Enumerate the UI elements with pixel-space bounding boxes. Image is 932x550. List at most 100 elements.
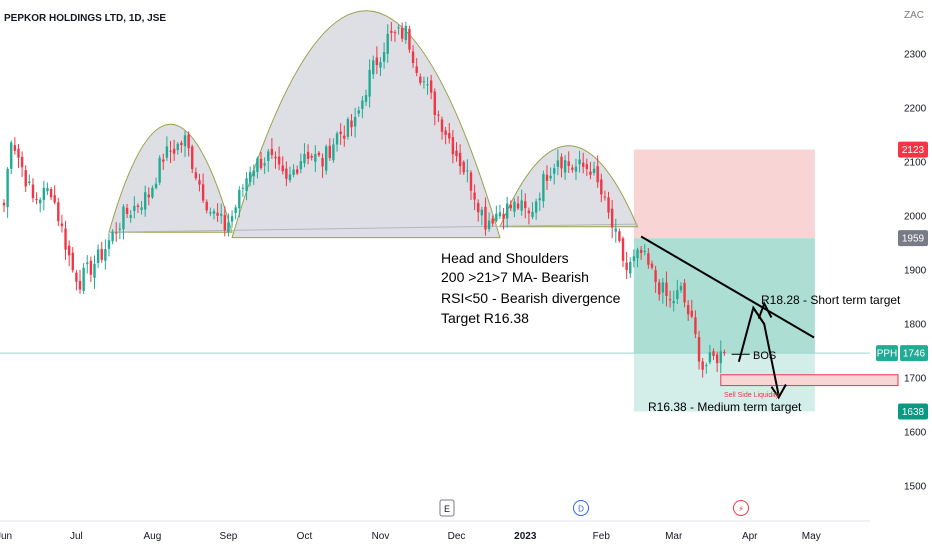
candle-body — [401, 27, 404, 39]
candle-body — [172, 148, 176, 154]
price-tick-label: 2300 — [904, 50, 927, 61]
candle-body — [248, 171, 252, 183]
candle-body — [165, 146, 169, 158]
candle-body — [448, 133, 451, 139]
candle-body — [274, 156, 277, 159]
candle-body — [115, 232, 118, 234]
candle-body — [466, 170, 469, 172]
price-tag-label: 1638 — [902, 407, 925, 418]
candle-body — [162, 159, 165, 162]
candle-body — [607, 197, 610, 213]
price-tick-label: 1600 — [904, 428, 927, 439]
price-tag-label: 2123 — [902, 145, 925, 156]
time-axis[interactable]: Jun Jul Aug Sep Oct Nov Dec 2023 Feb Mar Apr May — [0, 531, 821, 542]
neckline — [108, 223, 638, 233]
candle-body — [299, 161, 303, 170]
candle-body — [111, 231, 114, 242]
candle-body — [281, 165, 284, 172]
candle-body — [230, 216, 234, 222]
candle-body — [571, 167, 574, 170]
candle-body — [245, 178, 248, 192]
candle-body — [516, 203, 520, 209]
candle-body — [574, 166, 578, 172]
candle-body — [679, 286, 683, 291]
candle-body — [104, 249, 107, 261]
split-marker[interactable]: ⚡ — [733, 500, 749, 516]
price-tick-label: 1800 — [904, 320, 927, 331]
candle-body — [306, 152, 310, 159]
candle-body — [234, 207, 237, 213]
candle-body — [553, 168, 556, 174]
candle-body — [647, 253, 650, 265]
candle-body — [346, 118, 350, 137]
candle-body — [458, 152, 462, 167]
candle-body — [697, 337, 701, 362]
candle-body — [24, 170, 27, 187]
candle-body — [194, 172, 198, 179]
candle-body — [625, 262, 628, 271]
candle-body — [549, 175, 552, 179]
time-tick-label: Jun — [0, 531, 12, 542]
candle-body — [375, 57, 379, 66]
candle-body — [350, 120, 353, 128]
candle-body — [169, 150, 172, 152]
projection-arrowhead-down — [770, 383, 787, 400]
earnings-marker[interactable]: E — [439, 499, 455, 517]
price-axis[interactable]: 1500 1600 1700 1800 1900 2000 2100 2200 2300 — [904, 50, 927, 493]
candle-body — [701, 361, 704, 370]
candle-body — [183, 135, 187, 147]
liquidity-zone — [720, 374, 899, 387]
dividend-marker[interactable]: D — [573, 500, 589, 516]
candle-body — [89, 260, 93, 275]
symbol-tag-label: PPH — [877, 349, 898, 360]
candle-body — [455, 150, 458, 157]
candle-body — [386, 33, 389, 54]
left-shoulder — [108, 123, 233, 233]
candle-body — [705, 365, 708, 367]
candle-body — [256, 158, 259, 172]
dividend-icon — [573, 500, 589, 516]
candle-body — [639, 249, 643, 253]
candle-body — [57, 202, 60, 222]
candle-body — [292, 169, 295, 175]
candle-body — [487, 220, 491, 230]
candle-body — [397, 27, 400, 29]
right-shoulder — [499, 145, 639, 228]
price-tag-label: 1959 — [902, 234, 925, 245]
candle-body — [433, 91, 436, 115]
candle-body — [524, 201, 527, 209]
candle-body — [125, 207, 129, 214]
candle-body — [324, 146, 328, 171]
time-tick-label: Feb — [593, 531, 611, 542]
candle-body — [408, 28, 411, 50]
candle-body — [53, 195, 56, 203]
candle-body — [39, 199, 42, 204]
candle-body — [498, 212, 502, 217]
candle-body — [393, 32, 397, 34]
descending-trendline — [640, 235, 815, 339]
candle-body — [451, 137, 455, 155]
candle-body — [332, 144, 335, 161]
candle-body — [220, 213, 223, 216]
chart-title: PEPKOR HOLDINGS LTD, 1D, JSE — [4, 13, 166, 24]
candle-body — [469, 172, 473, 191]
candle-body — [683, 282, 686, 303]
candle-body — [353, 116, 357, 127]
candle-body — [429, 80, 433, 93]
candle-body — [151, 187, 154, 198]
price-tags: 2123 1959 1638 PPH 1746 — [876, 141, 928, 420]
candle-body — [419, 76, 422, 83]
candle-body — [643, 251, 646, 253]
candle-body — [426, 84, 429, 86]
candle-body — [176, 143, 179, 151]
candle-body — [285, 168, 288, 179]
stop-zone — [633, 149, 815, 239]
time-tick-label: 2023 — [514, 531, 537, 542]
candle-body — [64, 228, 67, 250]
candle-body — [129, 215, 132, 218]
candle-body — [10, 142, 13, 169]
candle-body — [636, 249, 639, 259]
candle-body — [107, 240, 111, 249]
candle-body — [227, 222, 230, 233]
